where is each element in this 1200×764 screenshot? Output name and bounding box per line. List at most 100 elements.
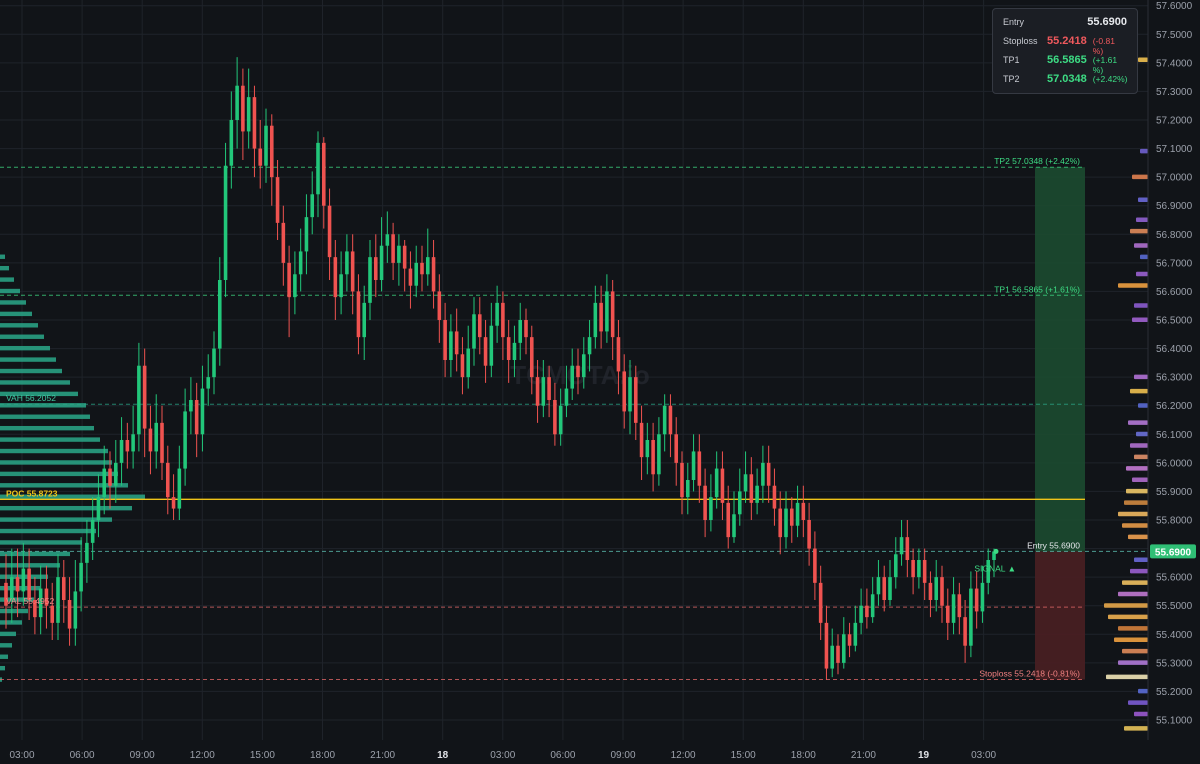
candle <box>662 394 667 452</box>
candle-body <box>755 485 759 503</box>
volume-profile-right-bar <box>1138 197 1148 202</box>
candle-body <box>472 314 476 349</box>
volume-profile-right-bar <box>1124 500 1148 505</box>
candle-body <box>466 348 471 378</box>
candle <box>963 600 967 663</box>
candle <box>518 302 523 360</box>
candles <box>4 57 996 680</box>
candle <box>15 548 20 618</box>
candle <box>512 325 517 378</box>
volume-profile-bar <box>0 528 96 534</box>
candle-body <box>189 400 193 412</box>
candle <box>882 565 887 612</box>
candle <box>957 582 962 635</box>
candle <box>472 297 476 366</box>
candle <box>645 422 650 475</box>
price-tick-label: 57.2000 <box>1156 116 1193 127</box>
candle-body <box>50 605 55 623</box>
time-tick-label: 18 <box>437 750 449 761</box>
time-tick-label: 12:00 <box>190 750 215 761</box>
volume-profile-left <box>0 254 145 682</box>
candle <box>853 605 858 652</box>
candle <box>974 571 979 629</box>
candle-body <box>131 434 135 452</box>
candle-body <box>951 594 956 623</box>
volume-profile-right-bar <box>1106 674 1148 680</box>
candle <box>986 548 991 595</box>
candle <box>137 342 141 452</box>
candle-body <box>108 468 112 486</box>
candle <box>726 485 731 549</box>
candle <box>397 234 401 286</box>
tp1-label: TP1 <box>1003 55 1020 65</box>
candle-body <box>379 245 384 280</box>
volume-profile-right-bar <box>1136 217 1148 222</box>
candle-body <box>639 422 644 458</box>
candle <box>824 605 829 680</box>
candle-body <box>431 257 436 292</box>
info-row-entry: Entry 55.6900 <box>1003 16 1127 35</box>
candle-body <box>443 320 447 360</box>
candle-body <box>553 400 557 435</box>
signal-label: SIGNAL ▲ <box>974 563 1016 573</box>
candle-body <box>761 462 765 486</box>
volume-profile-right-bar <box>1118 283 1148 288</box>
candle <box>495 285 499 343</box>
candle <box>79 537 83 612</box>
volume-profile-bar <box>0 323 38 328</box>
candle <box>160 405 164 480</box>
candle <box>778 491 783 555</box>
candle <box>385 211 390 263</box>
volume-profile-right-bar <box>1122 523 1148 528</box>
volume-profile-right-bar <box>1130 388 1148 394</box>
candle-body <box>541 377 546 406</box>
candle-body <box>460 354 465 378</box>
candle-body <box>102 468 107 498</box>
candle-body <box>813 548 817 583</box>
candle <box>356 274 361 355</box>
candle-body <box>61 577 66 600</box>
volume-profile-bar <box>0 551 70 557</box>
candle-body <box>865 605 869 618</box>
candle <box>535 360 540 423</box>
candle-body <box>79 562 83 592</box>
candle-body <box>495 302 499 326</box>
candle-body <box>870 594 875 618</box>
candle <box>720 451 725 520</box>
candle <box>229 91 234 189</box>
candle-body <box>425 257 430 275</box>
candle <box>264 108 268 183</box>
candle-body <box>258 148 263 166</box>
time-tick-label: 18:00 <box>310 750 335 761</box>
candle-body <box>766 462 771 486</box>
candle <box>761 445 765 503</box>
price-tick-label: 55.1000 <box>1156 716 1193 727</box>
volume-profile-right-bar <box>1118 626 1148 631</box>
candle-body <box>697 451 702 486</box>
candle <box>657 417 661 486</box>
candle-body <box>859 605 863 623</box>
volume-profile-bar <box>0 665 5 671</box>
time-axis: 03:00 06:00 09:00 12:00 15:00 18:00 21:00 18 03:… <box>9 750 996 761</box>
candle-body <box>385 234 390 246</box>
candle <box>755 468 759 515</box>
candle-body <box>743 474 748 492</box>
candle-body <box>206 377 211 389</box>
candle-body <box>56 577 60 623</box>
candle-body <box>882 577 887 600</box>
candle-body <box>605 291 609 332</box>
volume-profile-right-bar <box>1118 511 1148 517</box>
candle-body <box>27 568 31 600</box>
candle <box>102 445 107 515</box>
candle-body <box>113 462 118 486</box>
candle <box>56 554 60 640</box>
time-tick-label: 15:00 <box>731 750 756 761</box>
candle <box>610 280 615 360</box>
volume-profile-right-bar <box>1118 660 1148 665</box>
candle-body <box>581 354 586 378</box>
candle <box>680 451 684 515</box>
volume-profile-right-bar <box>1122 580 1148 585</box>
candle <box>587 320 592 372</box>
